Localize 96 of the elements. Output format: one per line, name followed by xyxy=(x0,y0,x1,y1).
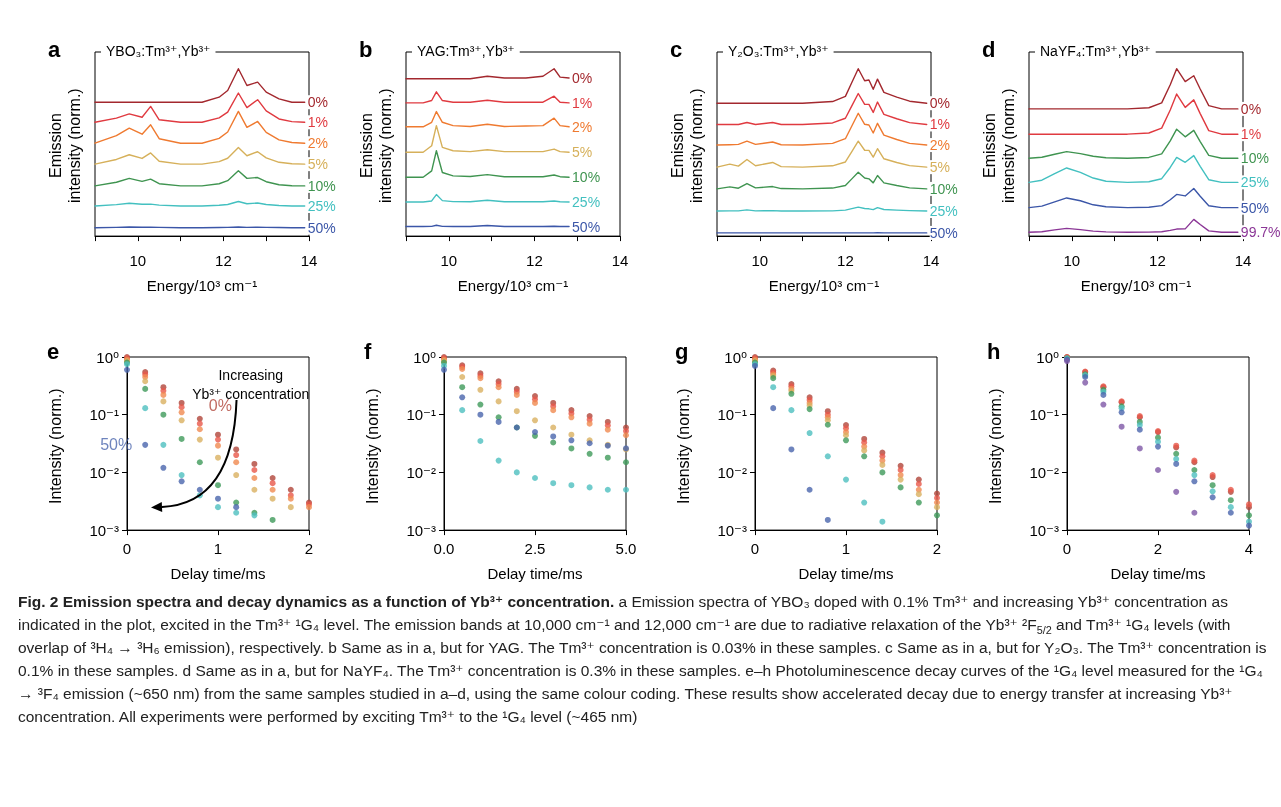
series-label: 2% xyxy=(929,137,950,154)
x-tick-label: 14 xyxy=(922,251,940,269)
chart-title: f xyxy=(364,338,372,364)
series-label: 50% xyxy=(307,219,336,236)
chart-subtitle: NaYF₄:Tm³⁺,Yb³⁺ xyxy=(1040,43,1151,59)
x-tick-label: 12 xyxy=(837,251,854,269)
series-label: 25% xyxy=(572,193,601,210)
chart-title: e xyxy=(47,338,60,364)
x-tick-label: 14 xyxy=(611,251,629,269)
y-tick-label: 10⁻² xyxy=(717,463,747,481)
y-tick-label: 10⁰ xyxy=(724,348,747,366)
y-tick-label: 10⁻¹ xyxy=(717,406,747,424)
series-label: 5% xyxy=(307,156,328,173)
x-tick-label: 12 xyxy=(215,251,232,269)
x-tick-label: 5.0 xyxy=(615,539,637,557)
x-axis-title: Energy/10³ cm⁻¹ xyxy=(146,276,258,294)
chart-title: a xyxy=(48,36,61,62)
series-label: 2% xyxy=(307,135,328,152)
x-tick-label: 10 xyxy=(1063,251,1081,269)
series-label: 10% xyxy=(929,180,958,197)
chart-title: b xyxy=(359,36,373,62)
x-tick-label: 10 xyxy=(751,251,769,269)
series-label: 1% xyxy=(307,114,328,131)
series-label: 25% xyxy=(307,197,336,214)
series-label: 10% xyxy=(307,177,336,194)
series-label: 0% xyxy=(1240,100,1262,117)
series-label: 50% xyxy=(572,218,601,235)
x-tick-label: 2 xyxy=(1153,539,1163,557)
x-tick-label: 0 xyxy=(1062,539,1072,557)
y-axis-title: Emission intensity (norm.) xyxy=(47,88,83,204)
x-axis-title: Energy/10³ cm⁻¹ xyxy=(457,276,569,294)
x-tick-label: 2 xyxy=(932,539,942,557)
x-axis-title: Delay time/ms xyxy=(1110,564,1206,582)
x-tick-label: 12 xyxy=(526,251,543,269)
y-axis-title: Intensity (norm.) xyxy=(986,388,1004,505)
series-label: 2% xyxy=(572,118,593,135)
series-label: 50% xyxy=(929,224,958,241)
series-label: 1% xyxy=(1240,126,1262,143)
x-tick-label: 10 xyxy=(440,251,458,269)
x-tick-label: 14 xyxy=(300,251,318,269)
chart-title: d xyxy=(982,36,996,62)
y-tick-label: 10⁻¹ xyxy=(1029,406,1059,424)
x-tick-label: 0.0 xyxy=(433,539,455,557)
y-tick-label: 10⁻³ xyxy=(1029,521,1059,539)
y-tick-label: 10⁰ xyxy=(96,348,119,366)
series-label: 1% xyxy=(929,116,950,133)
series-label: 0% xyxy=(307,94,328,111)
series-label: 0% xyxy=(572,69,593,86)
series-label: 10% xyxy=(572,169,601,186)
x-tick-label: 4 xyxy=(1244,539,1254,557)
series-label: 10% xyxy=(1240,150,1269,167)
chart-title: g xyxy=(675,338,689,364)
y-axis-title: Intensity (norm.) xyxy=(363,388,381,505)
series-label: 25% xyxy=(929,203,958,219)
y-tick-label: 10⁰ xyxy=(1036,348,1059,366)
x-tick-label: 12 xyxy=(1149,251,1166,269)
y-axis-title: Emission intensity (norm.) xyxy=(981,88,1017,204)
x-axis-title: Delay time/ms xyxy=(170,564,266,582)
x-tick-label: 10 xyxy=(129,251,147,269)
x-tick-label: 2.5 xyxy=(524,539,546,557)
y-tick-label: 10⁻³ xyxy=(717,521,747,539)
y-axis-title: Intensity (norm.) xyxy=(674,388,692,505)
y-axis-title: Intensity (norm.) xyxy=(46,388,64,505)
series-label: 99.7% xyxy=(1240,224,1281,241)
chart-title: h xyxy=(987,338,1001,364)
y-tick-label: 10⁻² xyxy=(89,463,119,481)
chart-subtitle: YBO₃:Tm³⁺,Yb³⁺ xyxy=(106,43,211,59)
x-tick-label: 2 xyxy=(304,539,314,557)
series-label: 1% xyxy=(572,94,593,111)
text: Fig. 2 Emission spectra and decay dynamics as a function of Yb³⁺ concentration. xyxy=(18,593,615,610)
x-axis-title: Delay time/ms xyxy=(487,564,583,582)
x-tick-label: 1 xyxy=(213,539,223,557)
x-tick-label: 0 xyxy=(750,539,760,557)
y-tick-label: 10⁻¹ xyxy=(406,406,436,424)
x-tick-label: 0 xyxy=(122,539,132,557)
series-label: 5% xyxy=(572,144,593,161)
series-label: 25% xyxy=(1240,174,1269,191)
series-label: 0% xyxy=(929,95,950,112)
chart-title: c xyxy=(670,36,683,62)
y-tick-label: 10⁻¹ xyxy=(89,406,119,424)
y-tick-label: 10⁻³ xyxy=(406,521,436,539)
chart-subtitle: YAG:Tm³⁺,Yb³⁺ xyxy=(417,43,515,59)
series-label: 5% xyxy=(929,159,950,176)
x-axis-title: Energy/10³ cm⁻¹ xyxy=(1080,276,1192,294)
x-axis-title: Energy/10³ cm⁻¹ xyxy=(768,276,880,294)
x-tick-label: 1 xyxy=(841,539,851,557)
y-tick-label: 10⁻² xyxy=(1029,463,1059,481)
x-tick-label: 14 xyxy=(1234,251,1252,269)
y-axis-title: Emission intensity (norm.) xyxy=(358,88,394,204)
y-axis-title: Emission intensity (norm.) xyxy=(669,88,705,204)
y-tick-label: 10⁻³ xyxy=(89,521,119,539)
y-tick-label: 10⁰ xyxy=(413,348,436,366)
x-axis-title: Delay time/ms xyxy=(798,564,894,582)
y-tick-label: 10⁻² xyxy=(406,463,436,481)
chart-subtitle: Y₂O₃:Tm³⁺,Yb³⁺ xyxy=(728,43,829,59)
series-label: 50% xyxy=(1240,199,1269,216)
